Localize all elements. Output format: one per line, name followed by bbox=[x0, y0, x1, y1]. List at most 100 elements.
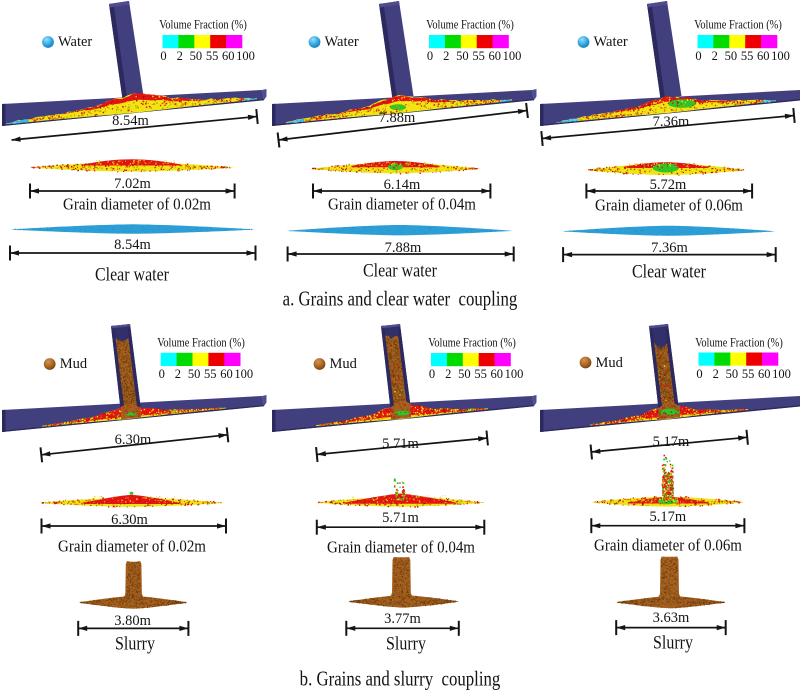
legend-tick-b2-2: 50 bbox=[458, 366, 471, 381]
dimension-arrow-a1-top bbox=[11, 108, 259, 142]
mid-measurement-a3: 5.72m bbox=[649, 176, 687, 193]
legend-swatch-2 bbox=[460, 35, 477, 49]
marker-label-b2: Mud bbox=[329, 355, 357, 372]
legend-swatch-1 bbox=[176, 352, 193, 366]
dimension-arrow-b1-bot bbox=[77, 620, 190, 636]
legend-tick-b3-2: 50 bbox=[725, 366, 739, 381]
mid-measurement-b1: 6.30m bbox=[111, 511, 148, 528]
legend-tick-b1-4: 60 bbox=[220, 366, 233, 381]
top-measurement-a2: 7.88m bbox=[378, 109, 416, 126]
legend-colorbar-b2 bbox=[431, 353, 511, 367]
grain-lens-b3 bbox=[590, 454, 745, 508]
grain-diameter-label-a2: Grain diameter of 0.04m bbox=[328, 194, 476, 214]
legend-swatch-2 bbox=[192, 352, 209, 366]
marker-label-a2: Water bbox=[324, 33, 359, 50]
slab-deposit-b1 bbox=[42, 403, 226, 427]
legend-tick-a1-1: 2 bbox=[176, 48, 183, 63]
legend-tick-b3-4: 60 bbox=[758, 366, 771, 381]
bottom-measurement-b3: 3.63m bbox=[652, 609, 690, 626]
legend-swatch-0 bbox=[160, 352, 177, 366]
grain-lens-b2 bbox=[315, 478, 486, 508]
legend-swatch-1 bbox=[446, 353, 464, 367]
legend-tick-a2-0: 0 bbox=[426, 48, 434, 63]
bottom-label-a3: Clear water bbox=[632, 261, 706, 283]
dimension-arrow-a2-bot bbox=[286, 246, 515, 262]
dimension-arrow-b3-top bbox=[589, 429, 749, 460]
mid-measurement-b2: 5.71m bbox=[382, 509, 419, 526]
bottom-label-b1: Slurry bbox=[114, 633, 155, 655]
slurry-shape-b2 bbox=[348, 557, 459, 608]
legend-swatch-3 bbox=[746, 352, 763, 366]
dimension-arrow-b2-bot bbox=[345, 620, 460, 636]
slurry-shape-b1 bbox=[78, 561, 188, 609]
legend-title-a1: Volume Fraction (%) bbox=[159, 16, 247, 32]
slab-deposit-b3 bbox=[590, 401, 748, 426]
legend-swatch-4 bbox=[761, 35, 778, 49]
dimension-arrow-a2-top bbox=[276, 102, 529, 148]
top-measurement-a3: 7.36m bbox=[652, 113, 690, 130]
legend-swatch-0 bbox=[431, 353, 448, 367]
legend-swatch-3 bbox=[210, 35, 227, 49]
legend-tick-b1-3: 55 bbox=[204, 366, 217, 381]
bottom-label-b3: Slurry bbox=[652, 632, 693, 654]
legend-swatch-2 bbox=[194, 35, 211, 49]
legend-tick-a2-3: 55 bbox=[472, 48, 485, 63]
legend-tick-a1-5: 100 bbox=[236, 48, 255, 63]
dimension-arrow-b3-bot bbox=[615, 620, 727, 636]
bottom-label-a1: Clear water bbox=[94, 264, 169, 285]
marker-label-a3: Water bbox=[593, 33, 628, 50]
marker-label-a1: Water bbox=[58, 33, 93, 50]
dimension-arrow-a3-bot bbox=[562, 247, 777, 263]
legend-tick-a3-0: 0 bbox=[695, 48, 702, 63]
dimension-arrow-a3-top bbox=[540, 107, 796, 147]
legend-colorbar-a1 bbox=[162, 35, 243, 49]
legend-swatch-2 bbox=[462, 353, 479, 367]
dimension-arrow-b3-mid bbox=[590, 518, 746, 534]
mid-measurement-b3: 5.17m bbox=[649, 508, 687, 525]
grain-lens-a2 bbox=[310, 161, 481, 175]
legend-tick-b3-1: 2 bbox=[712, 366, 719, 381]
legend-swatch-4 bbox=[492, 35, 509, 49]
legend-title-b1: Volume Fraction (%) bbox=[157, 334, 246, 350]
legend-swatch-4 bbox=[226, 35, 243, 49]
water-marker-icon-a2 bbox=[308, 36, 321, 48]
legend-tick-a1-3: 55 bbox=[205, 48, 219, 63]
legend-swatch-4 bbox=[762, 352, 779, 366]
legend-tick-a3-3: 55 bbox=[740, 48, 754, 63]
bottom-measurement-a3: 7.36m bbox=[651, 240, 688, 257]
mid-measurement-a2: 6.14m bbox=[383, 176, 421, 193]
marker-label-b1: Mud bbox=[59, 355, 88, 372]
legend-swatch-1 bbox=[714, 352, 731, 366]
legend-swatch-3 bbox=[476, 35, 493, 49]
grain-diameter-label-b3: Grain diameter of 0.06m bbox=[593, 535, 742, 555]
dimension-arrow-b1-top bbox=[39, 427, 230, 463]
legend-swatch-2 bbox=[730, 352, 747, 366]
dimension-arrow-b2-top bbox=[315, 430, 489, 463]
dimension-arrow-a1-bot bbox=[9, 245, 257, 261]
legend-swatch-1 bbox=[444, 35, 462, 49]
legend-swatch-2 bbox=[729, 35, 746, 49]
legend-tick-b1-0: 0 bbox=[158, 366, 165, 381]
legend-tick-b2-1: 2 bbox=[445, 366, 452, 381]
clear-water-lens-a1 bbox=[10, 224, 256, 234]
legend-tick-b2-3: 55 bbox=[474, 366, 487, 381]
top-measurement-b2: 5.71m bbox=[382, 435, 419, 452]
legend-tick-b2-0: 0 bbox=[428, 366, 436, 381]
dimension-arrow-a3-mid bbox=[585, 183, 754, 199]
top-measurement-b1: 6.30m bbox=[114, 431, 152, 448]
legend-colorbar-b1 bbox=[160, 352, 241, 366]
legend-swatch-3 bbox=[208, 352, 225, 366]
legend-swatch-4 bbox=[224, 352, 241, 366]
legend-tick-a2-4: 60 bbox=[488, 48, 502, 63]
dimension-arrow-a1-mid bbox=[29, 183, 236, 199]
slab-deposit-a1 bbox=[6, 93, 257, 125]
legend-tick-a3-5: 100 bbox=[771, 48, 790, 63]
legend-colorbar-a2 bbox=[429, 35, 509, 49]
grain-lens-b1 bbox=[38, 491, 225, 508]
grain-diameter-label-a1: Grain diameter of 0.02m bbox=[62, 194, 211, 213]
legend-tick-b1-2: 50 bbox=[187, 366, 201, 381]
bottom-label-b2: Slurry bbox=[385, 633, 426, 655]
slab-deposit-b2 bbox=[316, 400, 488, 427]
